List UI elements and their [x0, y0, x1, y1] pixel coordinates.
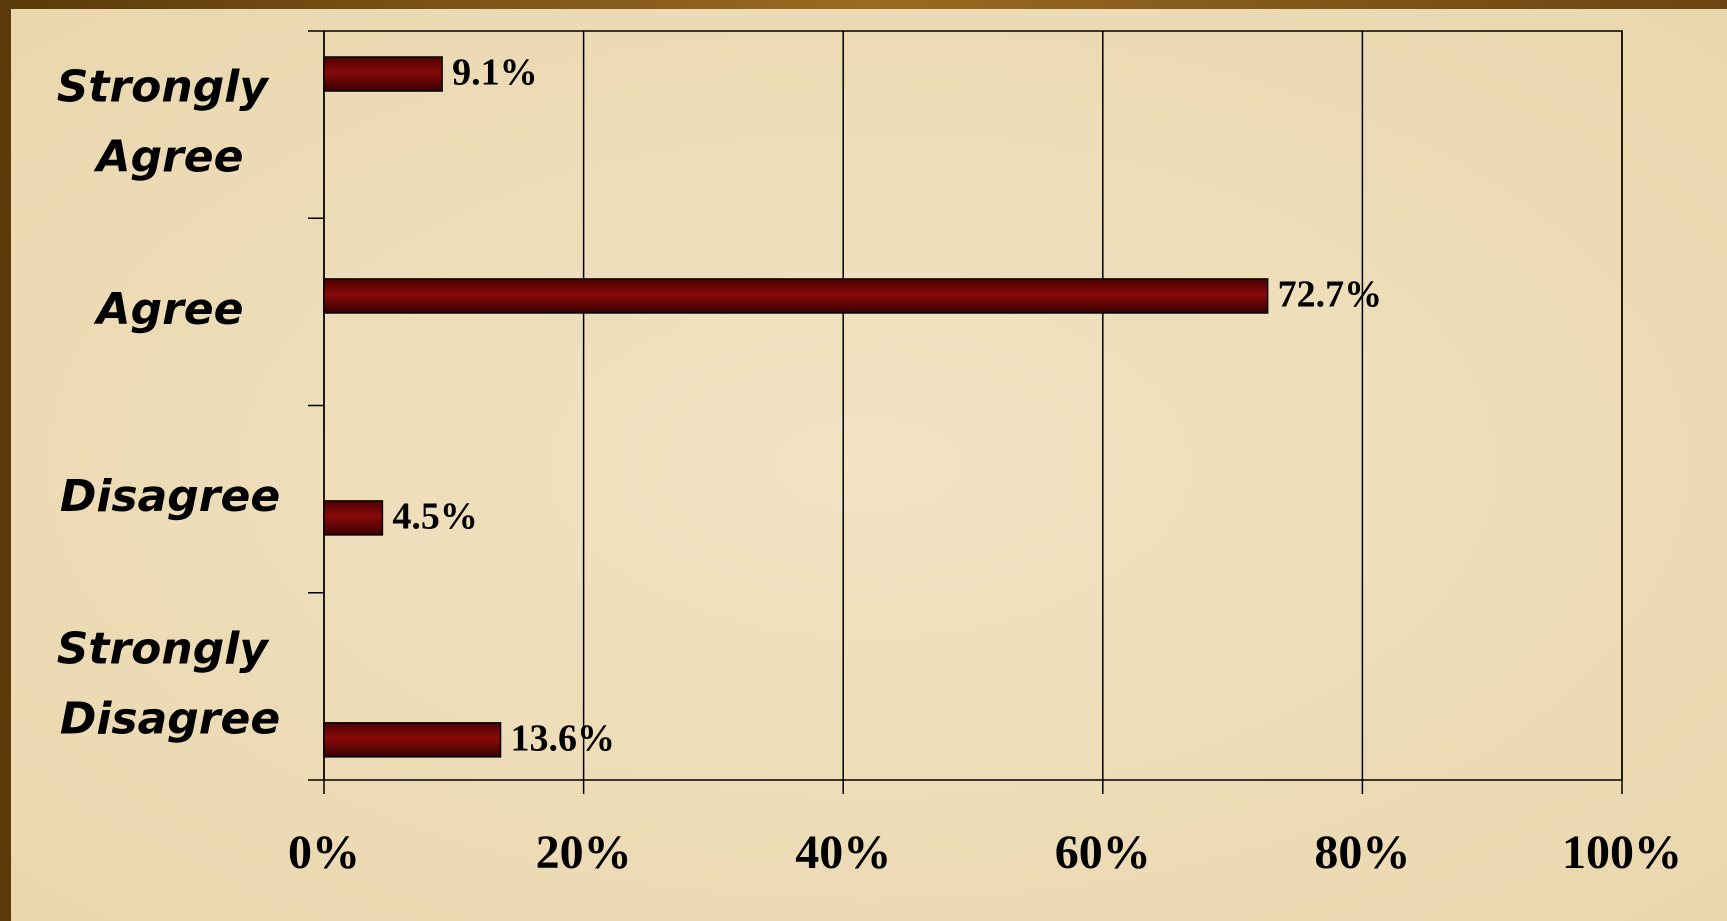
- x-tick-label: 100%: [1562, 826, 1682, 879]
- background: [11, 9, 1727, 921]
- x-tick-label: 60%: [1055, 826, 1151, 879]
- value-label: 4.5%: [392, 496, 478, 538]
- x-tick-label: 40%: [795, 826, 891, 879]
- bar: [323, 56, 443, 92]
- value-label: 9.1%: [452, 52, 538, 94]
- x-tick-label: 0%: [288, 826, 360, 879]
- bar: [323, 278, 1269, 314]
- y-tick-label: Agree: [94, 284, 244, 335]
- x-tick-label: 80%: [1314, 826, 1410, 879]
- bar: [323, 500, 384, 536]
- y-tick-label: Strongly Disagree: [57, 623, 284, 744]
- value-label: 72.7%: [1278, 274, 1383, 316]
- x-tick-label: 20%: [536, 826, 632, 879]
- y-tick-label: Disagree: [60, 471, 280, 522]
- value-label: 13.6%: [511, 718, 616, 760]
- y-tick-label: Strongly Agree: [57, 62, 284, 183]
- bar: [323, 722, 502, 758]
